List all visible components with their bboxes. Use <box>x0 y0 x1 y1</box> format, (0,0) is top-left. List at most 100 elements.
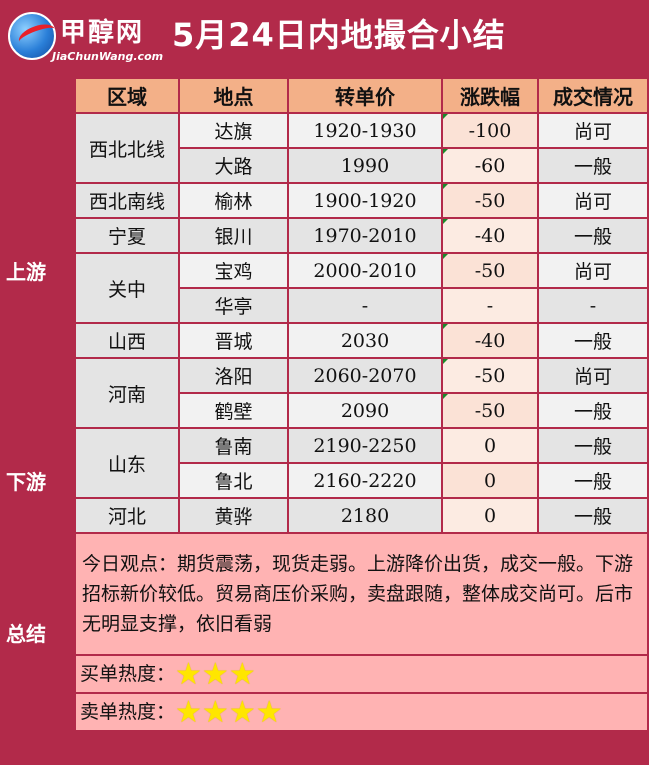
star-icon: ★ <box>175 656 202 692</box>
deal-cell: 一般 <box>537 322 649 359</box>
price-cell: 2180 <box>287 497 443 534</box>
place-cell: 榆林 <box>178 182 289 219</box>
buy-heat-cell: 买单热度：★★★ <box>74 654 649 694</box>
deal-cell: 一般 <box>537 217 649 254</box>
place-cell: 黄骅 <box>178 497 289 534</box>
region-cell: 河北 <box>74 497 180 534</box>
change-cell: -50 <box>441 392 539 429</box>
change-cell: -50 <box>441 252 539 289</box>
place-cell: 鲁北 <box>178 462 289 499</box>
price-cell: 2190-2250 <box>287 427 443 464</box>
group-downstream: 下游 <box>2 427 76 534</box>
table-row: 山西 晋城 2030 -40 一般 <box>3 322 649 359</box>
table-header-row: 区域 地点 转单价 涨跌幅 成交情况 <box>2 77 649 114</box>
place-cell: 宝鸡 <box>178 252 289 289</box>
change-cell: 0 <box>441 497 539 534</box>
change-cell: -50 <box>441 182 539 219</box>
region-cell: 关中 <box>74 252 180 324</box>
price-cell: 1970-2010 <box>287 217 443 254</box>
buy-heat-row: 买单热度：★★★ <box>3 654 649 694</box>
place-cell: 鹤壁 <box>178 392 289 429</box>
star-icon: ★ <box>201 656 229 692</box>
deal-cell: 一般 <box>537 427 649 464</box>
change-cell: -40 <box>441 217 539 254</box>
header-banner: 甲醇网 JiaChunWang.com 5月24日内地撮合小结 <box>0 0 649 76</box>
table-row: 上游 西北北线 达旗 1920-1930 -100 尚可 <box>2 112 649 429</box>
logo-en-text: JiaChunWang.com <box>52 50 164 63</box>
change-cell: -60 <box>441 147 539 184</box>
price-cell: 1900-1920 <box>287 182 443 219</box>
group-summary: 总结 <box>2 532 76 732</box>
price-cell: 2000-2010 <box>287 252 443 289</box>
region-cell: 山东 <box>74 427 180 499</box>
table-row: 鹤壁 2090 -50 一般 <box>3 392 649 429</box>
price-cell: 1990 <box>287 147 443 184</box>
region-cell: 西北北线 <box>74 112 180 184</box>
region-cell: 山西 <box>74 322 180 359</box>
group-upstream: 上游 <box>2 112 76 429</box>
place-cell: 洛阳 <box>178 357 289 394</box>
price-cell: 2060-2070 <box>287 357 443 394</box>
change-cell: -50 <box>441 357 539 394</box>
star-icon: ★ <box>201 694 229 730</box>
deal-cell: 尚可 <box>537 182 649 219</box>
buy-heat-label: 买单热度： <box>80 662 176 685</box>
sell-heat-cell: 卖单热度：★★★★ <box>74 692 649 732</box>
deal-cell: 一般 <box>537 462 649 499</box>
sell-heat-row: 卖单热度：★★★★ <box>3 692 649 732</box>
place-cell: 鲁南 <box>178 427 289 464</box>
table-row: 鲁北 2160-2220 0 一般 <box>3 462 649 499</box>
price-cell: 2030 <box>287 322 443 359</box>
deal-cell: 尚可 <box>537 112 649 149</box>
place-cell: 达旗 <box>178 112 289 149</box>
table-row: 华亭 - - - <box>3 287 649 324</box>
buy-heat-stars: ★★★ <box>175 659 256 689</box>
place-cell: 银川 <box>178 217 289 254</box>
deal-cell: 一般 <box>537 392 649 429</box>
region-cell: 宁夏 <box>74 217 180 254</box>
change-cell: -40 <box>441 322 539 359</box>
site-logo[interactable]: 甲醇网 JiaChunWang.com <box>4 6 164 68</box>
star-icon: ★ <box>255 694 283 730</box>
region-cell: 西北南线 <box>74 182 180 219</box>
place-cell: 大路 <box>178 147 289 184</box>
table-row: 下游 山东 鲁南 2190-2250 0 一般 <box>2 427 649 534</box>
table-row: 西北南线 榆林 1900-1920 -50 尚可 <box>3 182 649 219</box>
settlement-table: 区域 地点 转单价 涨跌幅 成交情况 上游 西北北线 达旗 1920-1930 … <box>2 77 649 732</box>
price-cell: - <box>287 287 443 324</box>
table-row: 河北 黄骅 2180 0 一般 <box>3 497 649 534</box>
header-region: 区域 <box>74 77 180 114</box>
sell-heat-label: 卖单热度： <box>80 700 176 723</box>
summary-text: 今日观点：期货震荡，现货走弱。上游降价出货，成交一般。下游招标新价较低。贸易商压… <box>74 532 649 656</box>
header-price: 转单价 <box>287 77 443 114</box>
change-cell: 0 <box>441 462 539 499</box>
summary-row: 总结 今日观点：期货震荡，现货走弱。上游降价出货，成交一般。下游招标新价较低。贸… <box>2 532 649 732</box>
change-cell: -100 <box>441 112 539 149</box>
header-place: 地点 <box>178 77 289 114</box>
place-cell: 晋城 <box>178 322 289 359</box>
change-cell: 0 <box>441 427 539 464</box>
star-icon: ★ <box>175 694 202 730</box>
place-cell: 华亭 <box>178 287 289 324</box>
deal-cell: 一般 <box>537 147 649 184</box>
header-deal: 成交情况 <box>537 77 649 114</box>
header-blank <box>2 77 76 114</box>
header-change: 涨跌幅 <box>441 77 539 114</box>
page-title: 5月24日内地撮合小结 <box>172 16 506 54</box>
star-icon: ★ <box>228 694 256 730</box>
logo-cn-text: 甲醇网 <box>60 18 145 48</box>
region-cell: 河南 <box>74 357 180 429</box>
deal-cell: 一般 <box>537 497 649 534</box>
deal-cell: - <box>537 287 649 324</box>
sell-heat-stars: ★★★★ <box>175 697 283 727</box>
globe-icon <box>8 12 56 60</box>
price-cell: 1920-1930 <box>287 112 443 149</box>
table-row: 大路 1990 -60 一般 <box>3 147 649 184</box>
change-cell: - <box>441 287 539 324</box>
price-cell: 2090 <box>287 392 443 429</box>
table-row: 宁夏 银川 1970-2010 -40 一般 <box>3 217 649 254</box>
table-row: 关中 宝鸡 2000-2010 -50 尚可 <box>3 252 649 324</box>
deal-cell: 尚可 <box>537 252 649 289</box>
table-row: 河南 洛阳 2060-2070 -50 尚可 <box>3 357 649 429</box>
deal-cell: 尚可 <box>537 357 649 394</box>
